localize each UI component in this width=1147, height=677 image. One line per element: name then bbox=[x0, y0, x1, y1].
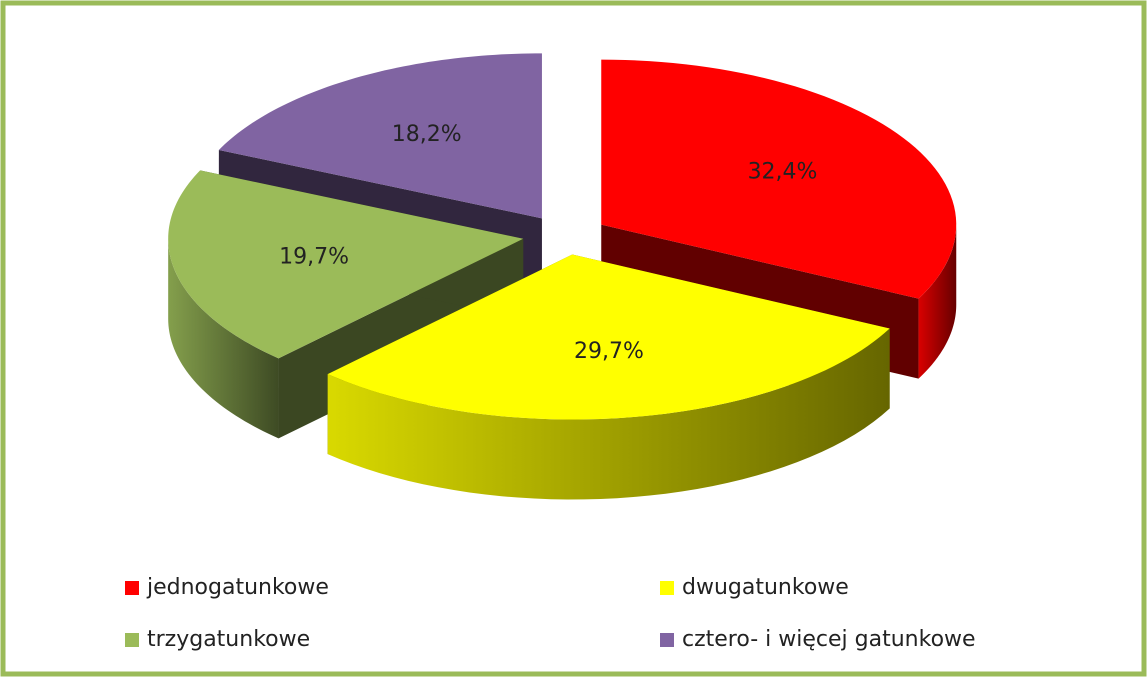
legend-swatch bbox=[125, 581, 139, 595]
legend-swatch bbox=[660, 633, 674, 647]
data-label: 29,7% bbox=[574, 339, 644, 364]
data-label: 18,2% bbox=[392, 122, 462, 147]
pie-slice bbox=[327, 254, 890, 500]
slice-wall bbox=[327, 328, 890, 500]
legend-label: cztero- i więcej gatunkowe bbox=[682, 627, 976, 652]
legend-label: jednogatunkowe bbox=[146, 575, 329, 600]
data-label: 32,4% bbox=[748, 160, 818, 185]
legend-label: trzygatunkowe bbox=[147, 627, 310, 652]
legend-label: dwugatunkowe bbox=[682, 575, 849, 600]
data-label: 19,7% bbox=[279, 245, 349, 270]
slice-top bbox=[218, 53, 542, 219]
slice-top bbox=[327, 254, 890, 420]
legend-swatch bbox=[125, 633, 139, 647]
slice-wall bbox=[168, 238, 279, 439]
slice-top bbox=[601, 59, 957, 299]
slice-wall bbox=[918, 224, 957, 379]
legend-swatch bbox=[660, 581, 674, 595]
slice-top bbox=[168, 170, 524, 359]
